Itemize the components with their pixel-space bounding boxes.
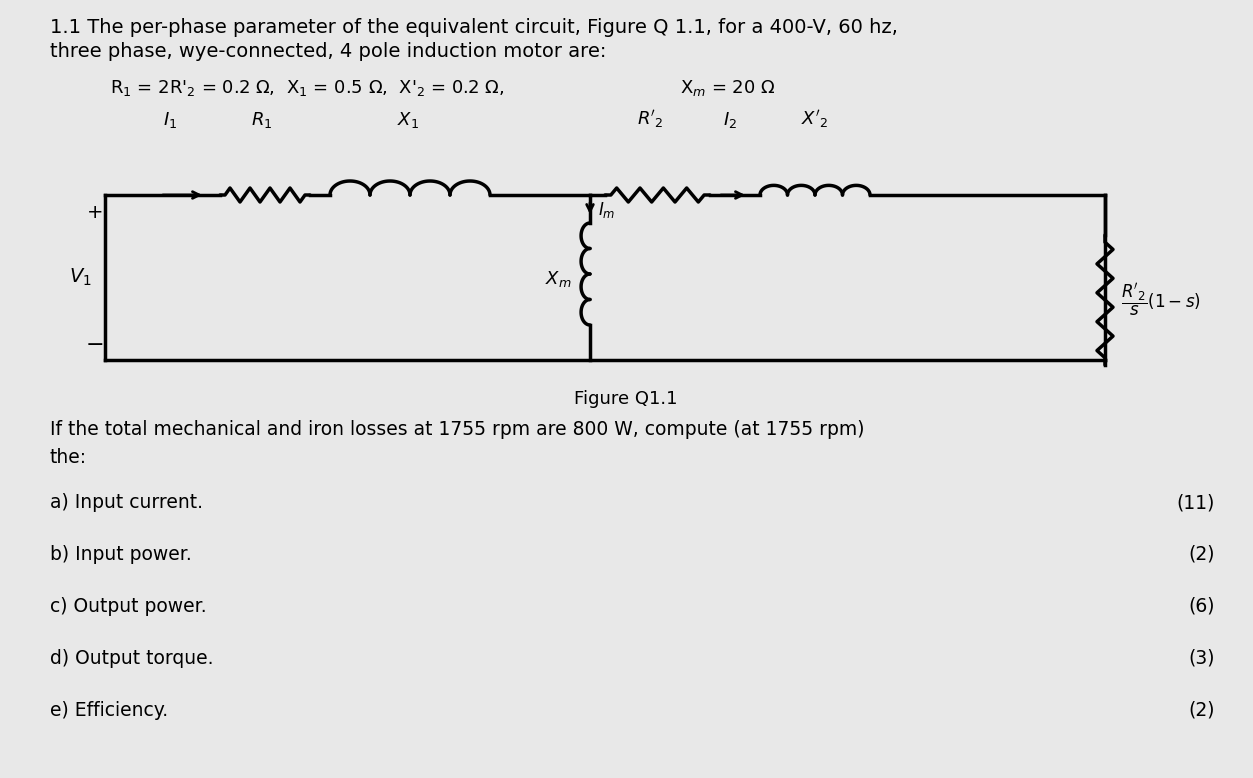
Text: d) Output torque.: d) Output torque. bbox=[50, 649, 213, 668]
Text: If the total mechanical and iron losses at 1755 rpm are 800 W, compute (at 1755 : If the total mechanical and iron losses … bbox=[50, 420, 865, 439]
Text: (3): (3) bbox=[1189, 649, 1215, 668]
Text: Figure Q1.1: Figure Q1.1 bbox=[574, 390, 678, 408]
Text: a) Input current.: a) Input current. bbox=[50, 493, 203, 512]
Text: $V_1$: $V_1$ bbox=[69, 267, 91, 288]
Text: R$_1$ = 2R$'_2$ = 0.2 $\Omega$,  X$_1$ = 0.5 $\Omega$,  X$'_2$ = 0.2 $\Omega$,: R$_1$ = 2R$'_2$ = 0.2 $\Omega$, X$_1$ = … bbox=[110, 78, 505, 98]
Text: $X_m$: $X_m$ bbox=[545, 269, 573, 289]
Text: +: + bbox=[86, 203, 103, 222]
Text: $R'_2$: $R'_2$ bbox=[637, 108, 663, 130]
Text: (2): (2) bbox=[1189, 545, 1215, 564]
Text: e) Efficiency.: e) Efficiency. bbox=[50, 701, 168, 720]
Text: $X'_2$: $X'_2$ bbox=[802, 108, 828, 130]
Text: $X_1$: $X_1$ bbox=[397, 110, 419, 130]
Text: b) Input power.: b) Input power. bbox=[50, 545, 192, 564]
Text: (11): (11) bbox=[1177, 493, 1215, 512]
Text: the:: the: bbox=[50, 448, 88, 467]
Text: (2): (2) bbox=[1189, 701, 1215, 720]
Text: $\dfrac{R'_2}{s}(1-s)$: $\dfrac{R'_2}{s}(1-s)$ bbox=[1121, 282, 1200, 319]
Text: X$_m$ = 20 $\Omega$: X$_m$ = 20 $\Omega$ bbox=[680, 78, 776, 98]
Text: $I_1$: $I_1$ bbox=[163, 110, 177, 130]
Text: 1.1 The per-phase parameter of the equivalent circuit, Figure Q 1.1, for a 400-V: 1.1 The per-phase parameter of the equiv… bbox=[50, 18, 898, 37]
Text: $I_m$: $I_m$ bbox=[598, 200, 615, 220]
Text: c) Output power.: c) Output power. bbox=[50, 597, 207, 616]
Text: −: − bbox=[85, 335, 104, 355]
Text: $I_2$: $I_2$ bbox=[723, 110, 737, 130]
Text: (6): (6) bbox=[1189, 597, 1215, 616]
Text: $R_1$: $R_1$ bbox=[252, 110, 273, 130]
Text: three phase, wye-connected, 4 pole induction motor are:: three phase, wye-connected, 4 pole induc… bbox=[50, 42, 606, 61]
